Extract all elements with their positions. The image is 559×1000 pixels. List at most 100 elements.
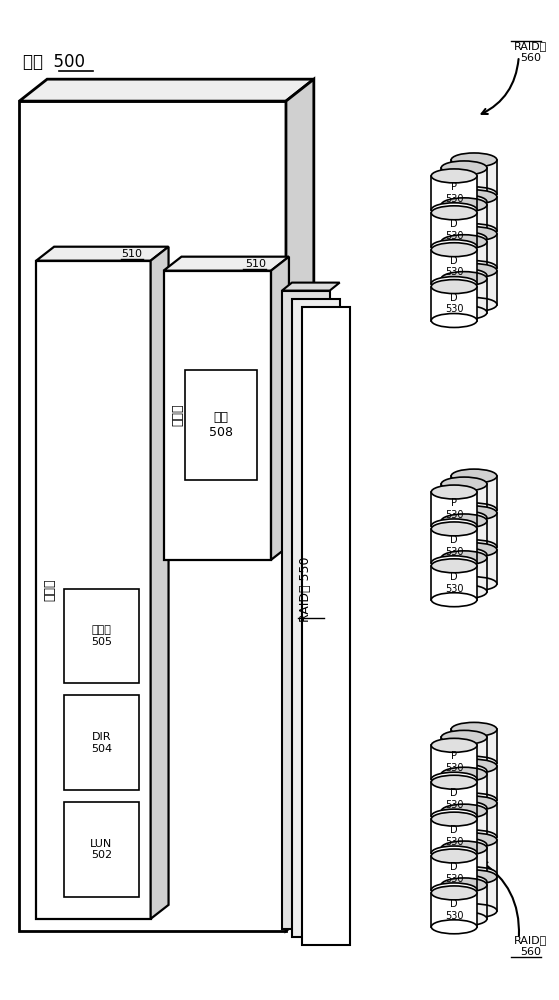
Polygon shape [150, 247, 169, 919]
Ellipse shape [441, 235, 487, 249]
Polygon shape [431, 176, 477, 210]
Text: DIR
504: DIR 504 [91, 732, 112, 754]
Polygon shape [36, 261, 150, 919]
Ellipse shape [441, 875, 487, 889]
Text: D
530: D 530 [445, 788, 463, 810]
Text: RAID丛 550: RAID丛 550 [300, 557, 312, 622]
Text: D
530: D 530 [445, 535, 463, 557]
Ellipse shape [431, 519, 477, 533]
Text: D
530: D 530 [445, 256, 463, 277]
Polygon shape [282, 291, 330, 929]
Text: D
530: D 530 [445, 219, 463, 241]
Polygon shape [451, 513, 497, 547]
Ellipse shape [441, 878, 487, 892]
Ellipse shape [451, 722, 497, 736]
Polygon shape [441, 737, 487, 771]
Text: RAID群
560: RAID群 560 [514, 935, 547, 957]
Text: 配额树
505: 配额树 505 [91, 625, 112, 647]
Polygon shape [186, 370, 257, 480]
Polygon shape [441, 168, 487, 202]
Polygon shape [20, 101, 286, 931]
Text: D
530: D 530 [445, 825, 463, 847]
Ellipse shape [431, 485, 477, 499]
Ellipse shape [431, 556, 477, 570]
Text: P
530: P 530 [445, 751, 463, 773]
Ellipse shape [451, 759, 497, 773]
Ellipse shape [441, 511, 487, 525]
Text: 聚合  500: 聚合 500 [23, 53, 86, 71]
Ellipse shape [451, 540, 497, 554]
Ellipse shape [441, 514, 487, 528]
Text: 文件
508: 文件 508 [209, 411, 233, 439]
Polygon shape [451, 476, 497, 510]
Polygon shape [441, 774, 487, 808]
Polygon shape [451, 803, 497, 837]
Polygon shape [431, 566, 477, 600]
Ellipse shape [431, 169, 477, 183]
Ellipse shape [441, 801, 487, 815]
Ellipse shape [431, 809, 477, 823]
Text: D
530: D 530 [445, 899, 463, 921]
Ellipse shape [441, 764, 487, 778]
Polygon shape [431, 782, 477, 816]
Polygon shape [451, 160, 497, 194]
Ellipse shape [431, 314, 477, 327]
Ellipse shape [431, 846, 477, 860]
Polygon shape [441, 885, 487, 919]
Polygon shape [64, 695, 139, 790]
Ellipse shape [431, 883, 477, 897]
Ellipse shape [431, 738, 477, 752]
Ellipse shape [431, 593, 477, 607]
Polygon shape [431, 213, 477, 247]
Ellipse shape [441, 477, 487, 491]
Ellipse shape [451, 830, 497, 844]
Polygon shape [451, 877, 497, 911]
Text: P
530: P 530 [445, 498, 463, 520]
Ellipse shape [451, 153, 497, 167]
Ellipse shape [451, 796, 497, 810]
Ellipse shape [441, 198, 487, 212]
Polygon shape [292, 299, 340, 937]
Polygon shape [441, 484, 487, 518]
Polygon shape [451, 271, 497, 305]
Polygon shape [441, 558, 487, 592]
Polygon shape [451, 729, 497, 763]
Ellipse shape [441, 269, 487, 283]
Polygon shape [282, 283, 340, 291]
Ellipse shape [431, 812, 477, 826]
Polygon shape [451, 197, 497, 231]
Ellipse shape [441, 767, 487, 781]
Polygon shape [431, 745, 477, 779]
Ellipse shape [451, 793, 497, 807]
Polygon shape [451, 766, 497, 800]
Text: D
530: D 530 [445, 293, 463, 314]
Polygon shape [451, 840, 497, 874]
Text: LUN
502: LUN 502 [90, 839, 112, 860]
Ellipse shape [451, 543, 497, 557]
Ellipse shape [431, 886, 477, 900]
Polygon shape [441, 811, 487, 845]
Ellipse shape [451, 190, 497, 204]
Ellipse shape [441, 838, 487, 852]
Polygon shape [64, 589, 139, 683]
Ellipse shape [441, 306, 487, 320]
Text: 510: 510 [122, 249, 143, 259]
Ellipse shape [441, 272, 487, 286]
Ellipse shape [431, 772, 477, 786]
Ellipse shape [431, 775, 477, 789]
Polygon shape [20, 79, 314, 101]
Text: 510: 510 [245, 259, 266, 269]
Ellipse shape [431, 203, 477, 217]
Polygon shape [441, 848, 487, 882]
Polygon shape [431, 250, 477, 284]
Ellipse shape [451, 503, 497, 517]
Ellipse shape [451, 298, 497, 312]
Ellipse shape [451, 264, 497, 278]
Ellipse shape [441, 548, 487, 562]
Ellipse shape [451, 577, 497, 591]
Ellipse shape [451, 870, 497, 884]
Ellipse shape [441, 232, 487, 246]
Polygon shape [36, 247, 169, 261]
Ellipse shape [451, 261, 497, 275]
Polygon shape [441, 521, 487, 555]
